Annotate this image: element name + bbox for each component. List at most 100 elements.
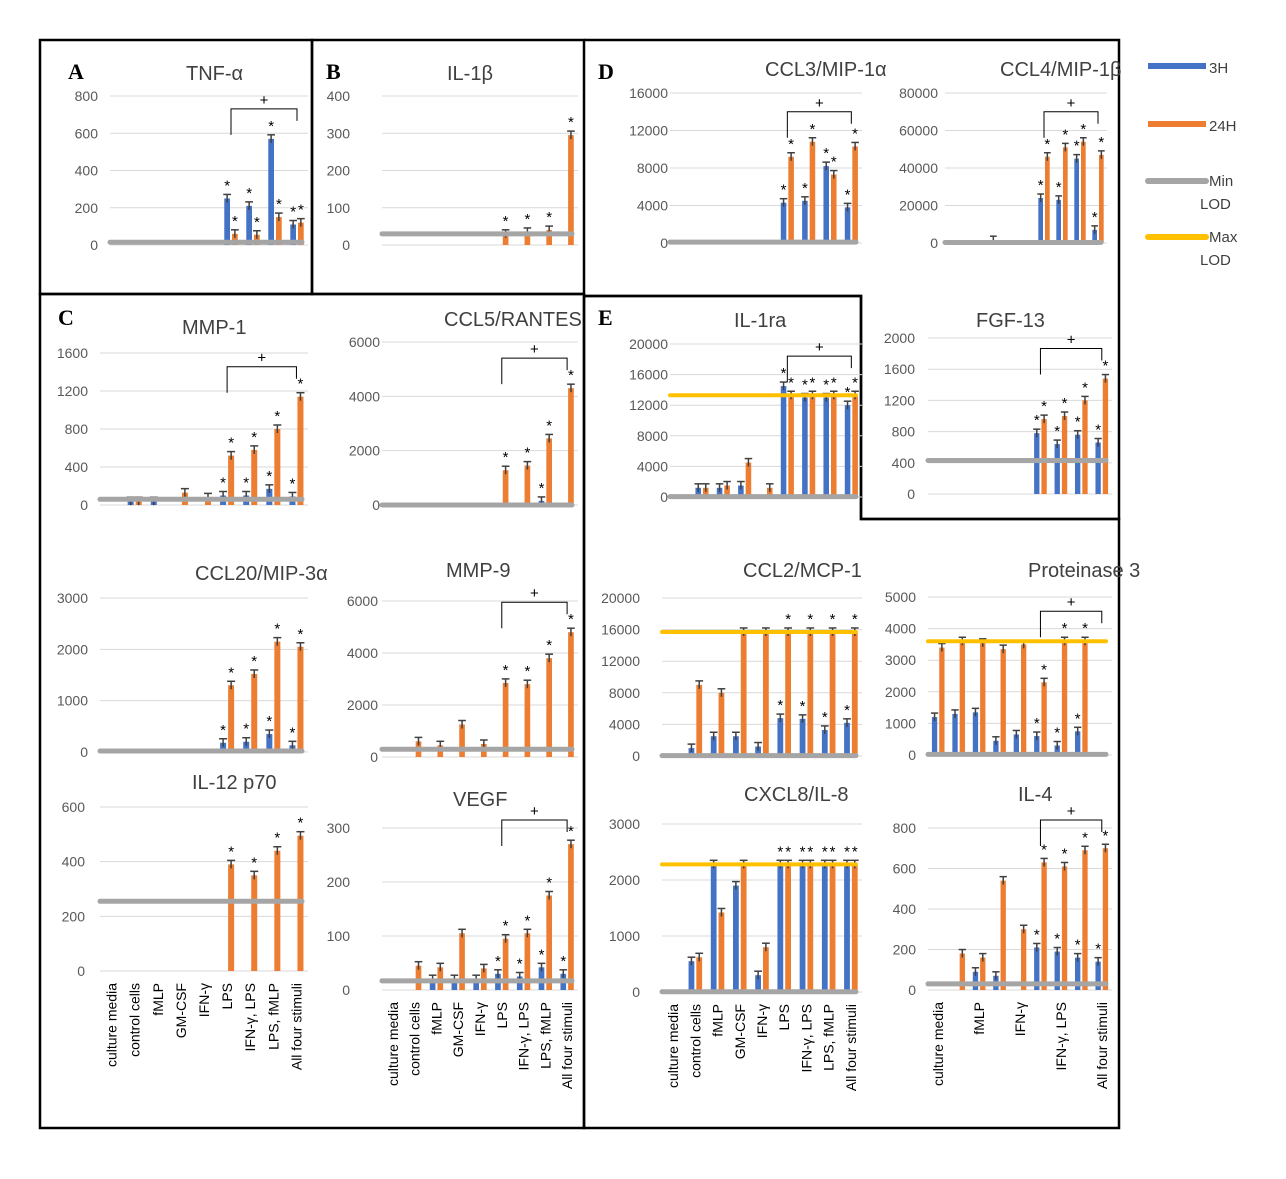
bar-3h — [716, 487, 723, 497]
significance-marker: * — [1075, 710, 1081, 727]
significance-marker: * — [251, 653, 257, 670]
bar-24h — [1000, 649, 1006, 755]
significance-marker: * — [777, 697, 783, 714]
significance-marker: * — [852, 125, 858, 142]
bar-24h — [788, 395, 794, 497]
y-tick-label: 4000 — [609, 716, 640, 732]
bar-24h — [807, 864, 814, 992]
bar-24h — [502, 938, 509, 990]
bar-3h — [473, 979, 479, 990]
significance-marker: * — [1103, 358, 1109, 375]
chart-12: CCL2/MCP-1 0 4000 8000 12000 16000 20000 * * * * * *… — [601, 560, 862, 764]
legend-label-3h: 3H — [1209, 60, 1228, 77]
significance-marker: * — [1034, 412, 1040, 429]
bar-24h — [852, 395, 858, 497]
bar-24h — [1021, 644, 1027, 755]
y-tick-label: 2000 — [57, 641, 88, 657]
bar-24h — [459, 933, 465, 990]
significance-marker: * — [844, 702, 850, 719]
bar-24h — [1061, 866, 1068, 990]
comparison-bracket — [501, 601, 568, 629]
bar-24h — [785, 864, 791, 992]
bar-24h — [546, 438, 552, 505]
comparison-bracket — [1039, 610, 1103, 638]
significance-marker: * — [781, 182, 787, 199]
bar-24h — [228, 864, 235, 971]
bar-24h — [1045, 156, 1050, 243]
chart-1: IL-1β 0 100 200 300 400 * * * * — [327, 63, 578, 253]
bar-3h — [777, 718, 784, 756]
bar-3h — [224, 198, 230, 245]
significance-marker: * — [1095, 941, 1101, 958]
y-tick-label: 4000 — [347, 645, 378, 661]
significance-marker: * — [251, 854, 257, 871]
bar-24h — [297, 396, 304, 505]
bar-3h — [993, 740, 999, 755]
significance-marker: * — [503, 213, 509, 230]
y-tick-label: 20000 — [629, 336, 668, 352]
chart-title: CCL4/MIP-1β — [1000, 59, 1122, 81]
bar-24h — [546, 895, 552, 990]
significance-marker: * — [517, 956, 523, 973]
significance-marker: * — [822, 709, 828, 726]
y-tick-label: 0 — [660, 489, 668, 505]
bar-3h — [821, 729, 828, 756]
y-tick-label: 2000 — [349, 443, 380, 459]
significance-marker: * — [785, 843, 791, 860]
panel-label-b: B — [326, 59, 341, 84]
significance-marker: * — [1062, 845, 1068, 862]
significance-marker: * — [802, 377, 808, 394]
significance-marker: * — [1092, 209, 1098, 226]
y-tick-label: 5000 — [885, 589, 916, 605]
bar-24h — [785, 631, 791, 756]
y-tick-label: 800 — [65, 421, 89, 437]
bar-24h — [1099, 154, 1104, 243]
y-tick-label: 3000 — [885, 652, 916, 668]
y-tick-label: 0 — [660, 235, 668, 251]
bar-24h — [251, 875, 258, 971]
significance-marker: * — [539, 480, 545, 497]
significance-marker: * — [852, 611, 858, 628]
significance-marker: * — [524, 663, 530, 680]
y-tick-label: 800 — [75, 88, 99, 104]
significance-marker: * — [1038, 177, 1044, 194]
significance-marker: * — [777, 843, 783, 860]
bar-24h — [980, 642, 986, 755]
y-tick-label: 100 — [327, 200, 351, 216]
y-tick-label: 1200 — [57, 383, 88, 399]
bar-3h — [802, 397, 808, 497]
y-tick-label: 800 — [892, 424, 916, 440]
bar-24h — [228, 685, 235, 752]
bar-24h — [1102, 378, 1109, 494]
y-tick-label: 1600 — [884, 361, 915, 377]
bar-24h — [546, 658, 552, 757]
bar-24h — [502, 233, 509, 245]
y-tick-label: 1000 — [885, 715, 916, 731]
bar-24h — [1081, 141, 1086, 243]
category-label: IFN-γ, LPS — [516, 1002, 532, 1070]
significance-marker: * — [823, 145, 829, 162]
bar-3h — [733, 736, 739, 756]
significance-marker: * — [546, 209, 552, 226]
category-label: culture media — [104, 983, 120, 1067]
bar-24h — [959, 641, 965, 755]
significance-marker: * — [568, 367, 574, 384]
bar-3h — [780, 386, 787, 497]
significance-marker: * — [503, 662, 509, 679]
legend-label-min-lod-line1: Min — [1209, 173, 1233, 190]
bar-24h — [809, 141, 816, 243]
y-tick-label: 400 — [893, 901, 917, 917]
bar-24h — [696, 684, 703, 756]
bar-24h — [251, 673, 258, 752]
bar-24h — [568, 844, 574, 990]
bar-3h — [823, 166, 829, 243]
bar-3h — [777, 864, 784, 992]
significance-marker: * — [1074, 138, 1080, 155]
significance-marker: * — [1041, 398, 1047, 415]
significance-marker: * — [495, 953, 501, 970]
y-tick-label: 200 — [327, 874, 351, 890]
category-label: GM-CSF — [173, 983, 189, 1038]
category-label: IFN-γ — [196, 983, 212, 1017]
bar-24h — [274, 641, 281, 752]
